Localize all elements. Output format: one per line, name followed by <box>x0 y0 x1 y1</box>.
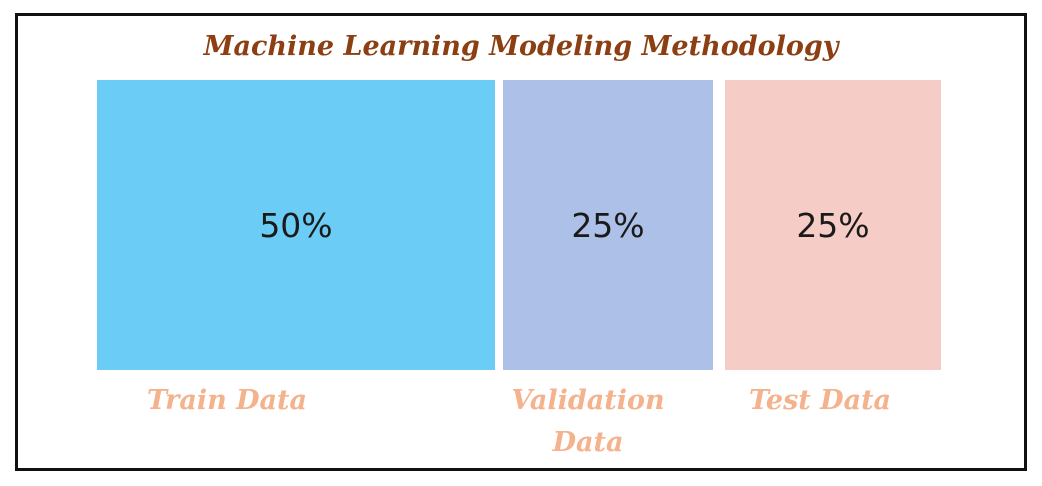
test-data-label: Test Data <box>748 385 892 416</box>
diagram-title: Machine Learning Modeling Methodology <box>203 31 839 62</box>
test-data-percent: 25% <box>796 205 870 245</box>
test-data-block: 25% <box>725 80 941 370</box>
validation-data-percent: 25% <box>571 205 645 245</box>
validation-data-block: 25% <box>503 80 713 370</box>
train-data-block: 50% <box>97 80 495 370</box>
diagram-frame: Machine Learning Modeling Methodology 50… <box>15 13 1027 471</box>
train-data-label: Train Data <box>146 385 307 416</box>
validation-data-label: Validation Data <box>511 385 665 458</box>
train-data-percent: 50% <box>259 205 333 245</box>
